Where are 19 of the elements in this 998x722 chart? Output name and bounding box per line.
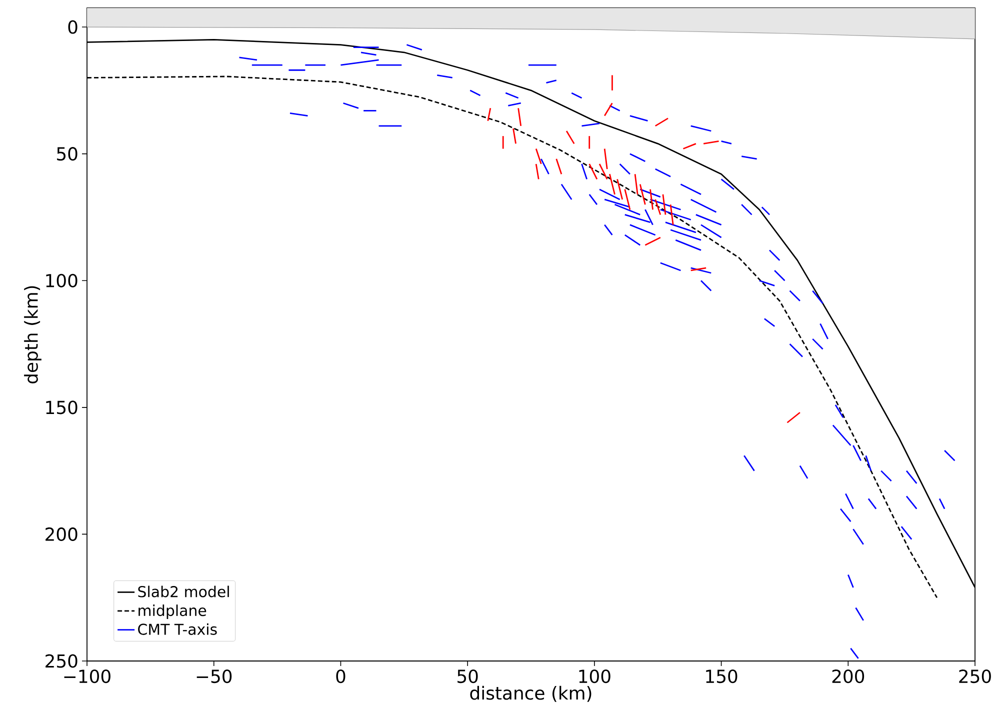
y-tick-label: 250 [46,654,78,668]
x-tick-label: 200 [832,670,864,684]
legend-label: CMT T-axis [138,623,217,635]
x-tick-label: 250 [959,670,991,684]
x-tick-label: 50 [458,670,478,684]
x-tick-label: −100 [64,670,110,684]
x-axis-title: distance (km) [470,686,592,702]
x-tick-label: 150 [706,670,738,684]
y-tick-label: 200 [46,527,78,541]
legend-label: Slab2 model [138,586,229,598]
x-tick-label: 0 [336,670,346,684]
y-tick-label: 0 [68,20,78,34]
y-axis-title: depth (km) [24,286,42,384]
y-tick-label: 150 [46,400,78,414]
legend-label: midplane [138,604,206,620]
x-tick-label: 100 [579,670,610,684]
y-tick-label: 100 [46,274,78,288]
y-tick-label: 50 [57,147,78,161]
x-tick-label: −50 [196,670,232,684]
